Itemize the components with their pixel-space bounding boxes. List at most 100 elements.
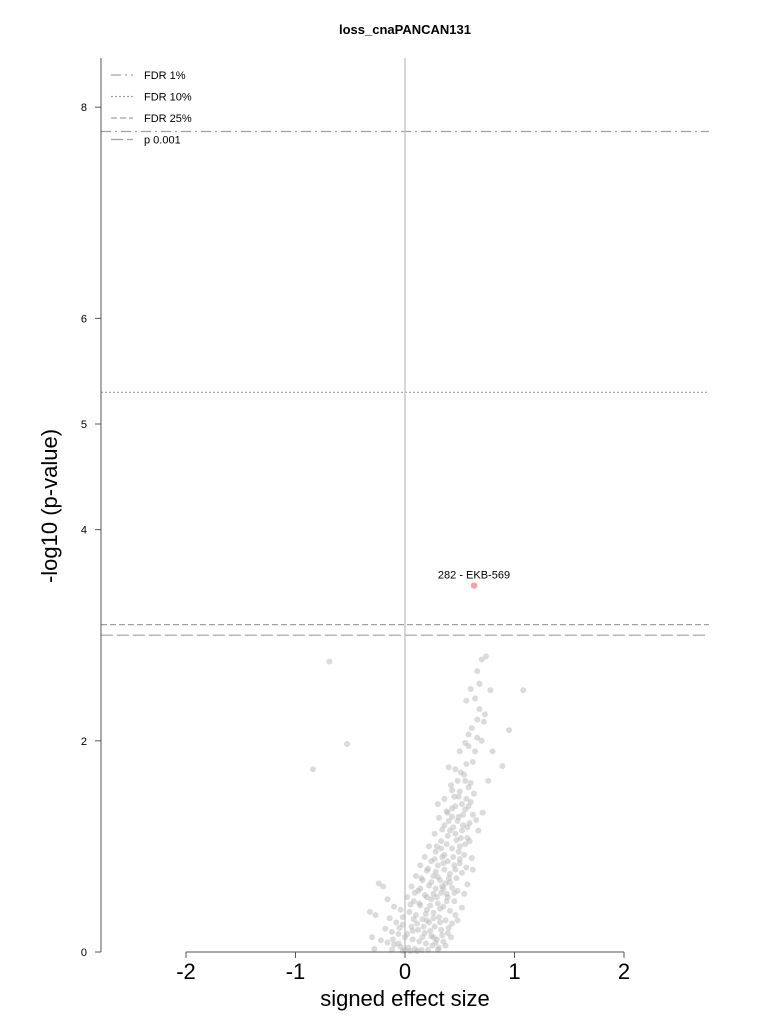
data-point	[474, 716, 481, 723]
data-point	[441, 851, 448, 858]
legend-label: p 0.001	[144, 135, 181, 147]
y-tick-label: 2	[81, 736, 87, 748]
data-point	[432, 939, 439, 946]
data-point	[456, 788, 463, 795]
x-tick-label: -2	[176, 959, 196, 984]
data-point	[433, 894, 440, 901]
data-point	[326, 658, 333, 665]
data-point	[417, 885, 424, 892]
chart-title: loss_cnaPANCAN131	[339, 22, 471, 37]
data-point	[487, 687, 494, 694]
data-point	[445, 764, 452, 771]
y-tick-label: 4	[81, 525, 87, 537]
data-point	[449, 920, 456, 927]
data-point	[384, 939, 391, 946]
data-point	[426, 843, 433, 850]
data-point	[435, 814, 442, 821]
data-point	[446, 907, 453, 914]
data-point	[445, 818, 452, 825]
data-point	[434, 801, 441, 808]
data-point	[431, 856, 438, 863]
data-point	[480, 718, 487, 725]
data-point	[449, 813, 456, 820]
data-point	[470, 790, 477, 797]
data-point	[424, 865, 431, 872]
x-axis-label: signed effect size	[320, 986, 490, 1011]
data-point	[461, 851, 468, 858]
x-tick-label: -1	[286, 959, 306, 984]
data-point	[452, 912, 459, 919]
x-axis-ticks: -2 -1 0 1 2	[176, 952, 630, 984]
data-point	[427, 927, 434, 934]
data-point	[453, 837, 460, 844]
data-point	[445, 924, 452, 931]
legend-label: FDR 25%	[144, 113, 192, 125]
data-point	[411, 889, 418, 896]
data-point	[443, 898, 450, 905]
data-point	[441, 866, 448, 873]
data-point	[414, 947, 421, 954]
data-point	[408, 883, 415, 890]
data-point	[415, 926, 422, 933]
data-point	[440, 860, 447, 867]
data-point	[455, 813, 462, 820]
data-point	[468, 725, 475, 732]
data-point	[434, 946, 441, 953]
data-point	[375, 880, 382, 887]
data-point	[506, 727, 513, 734]
data-point	[444, 809, 451, 816]
highlight-label: 282 - EKB-569	[438, 570, 510, 582]
data-point	[475, 827, 482, 834]
data-point	[432, 848, 439, 855]
data-point	[422, 940, 429, 947]
legend-label: FDR 10%	[144, 92, 192, 104]
data-point	[478, 656, 485, 663]
data-point	[479, 809, 486, 816]
data-point	[431, 830, 438, 837]
data-point	[443, 841, 450, 848]
legend-label: FDR 1%	[144, 70, 186, 82]
data-point	[380, 883, 387, 890]
data-point	[386, 915, 393, 922]
data-point	[485, 777, 492, 784]
data-point	[520, 687, 527, 694]
data-point	[463, 864, 470, 871]
y-axis-label: -log10 (p-value)	[37, 429, 62, 583]
data-point	[449, 787, 456, 794]
x-tick-label: 0	[399, 959, 411, 984]
data-point	[469, 866, 476, 873]
data-point	[452, 866, 459, 873]
data-point	[438, 926, 445, 933]
data-point	[462, 841, 469, 848]
data-point	[388, 946, 395, 953]
data-point	[447, 782, 454, 789]
data-point	[406, 908, 413, 915]
data-point	[428, 879, 435, 886]
data-point	[463, 697, 470, 704]
data-point	[447, 934, 454, 941]
data-point	[402, 946, 408, 953]
data-point	[450, 853, 457, 860]
y-tick-label: 5	[81, 419, 87, 431]
data-point	[476, 680, 483, 687]
data-point	[369, 934, 376, 941]
data-point	[452, 830, 459, 837]
y-tick-label: 6	[81, 313, 87, 325]
data-point	[469, 758, 476, 765]
data-point	[395, 931, 402, 938]
y-tick-label: 8	[81, 102, 87, 114]
data-point	[463, 795, 470, 802]
data-point	[458, 801, 465, 808]
data-point	[437, 905, 444, 912]
data-point	[499, 763, 506, 770]
data-point	[449, 805, 456, 812]
data-point	[422, 910, 429, 917]
highlighted-points: 282 - EKB-569	[438, 570, 510, 589]
data-point	[466, 820, 473, 827]
data-point	[446, 879, 453, 886]
data-point	[432, 868, 439, 875]
data-point	[455, 848, 462, 855]
data-point	[456, 843, 463, 850]
data-point	[372, 912, 379, 919]
data-point	[393, 919, 400, 926]
